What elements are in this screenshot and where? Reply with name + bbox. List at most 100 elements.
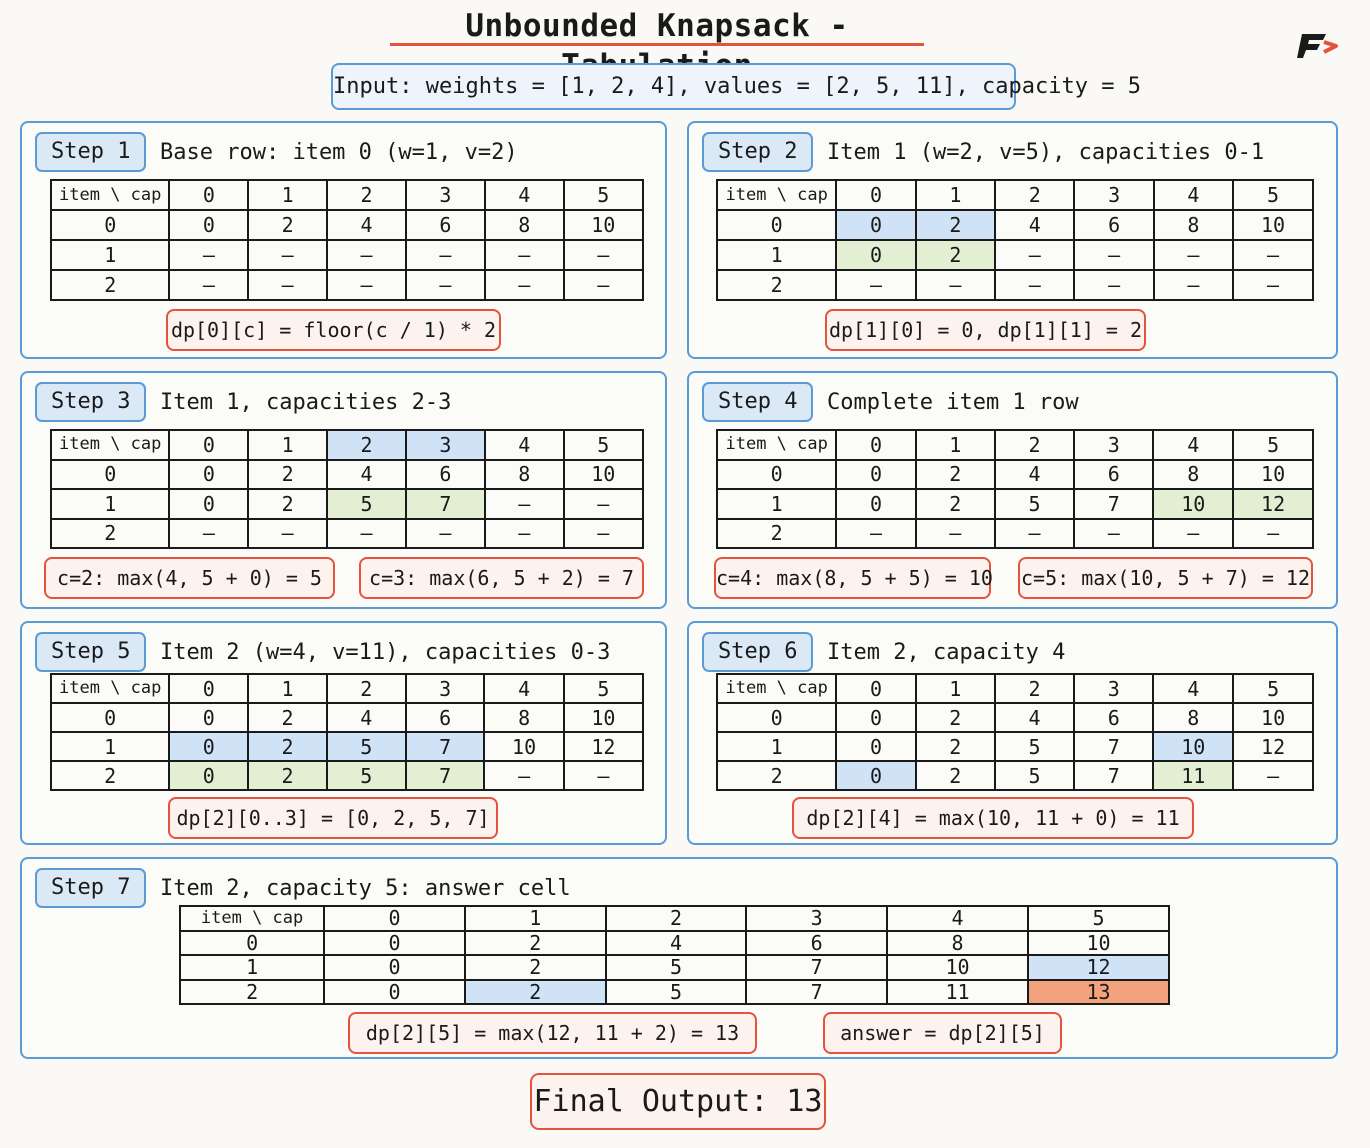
dp-cell: – <box>1073 517 1155 549</box>
dp-cell: – <box>562 488 645 520</box>
dp-cell: 5 <box>993 760 1076 791</box>
dp-cell: 0 <box>323 954 466 981</box>
dp-cell: 0 <box>835 488 917 520</box>
dp-cell: 4 <box>326 458 407 490</box>
header-cap-cell: 0 <box>168 179 250 211</box>
dp-cell: 4 <box>993 458 1076 490</box>
header-corner-cell: item \ cap <box>49 179 171 211</box>
dp-cell: 4 <box>994 209 1076 241</box>
step-title: Complete item 1 row <box>827 390 1079 415</box>
header-corner-cell: item \ cap <box>178 905 326 932</box>
dp-cell: – <box>562 269 645 301</box>
dp-table: item \ cap 0 1 2 3 4 5 0 0 2 4 6 8 10 1 0 2 5 7 10 12 2 0 2 5 7– – <box>49 673 645 791</box>
input-parameters: Input: weights = [1, 2, 4], values = [2,… <box>331 63 1141 110</box>
row-item-cell: 2 <box>715 269 838 301</box>
dp-cell: 8 <box>886 929 1029 956</box>
dp-cell: 4 <box>993 702 1076 733</box>
formula-note: c=2: max(4, 5 + 0) = 5 <box>44 557 335 599</box>
dp-cell: 2 <box>914 760 996 791</box>
formula-note: answer = dp[2][5] <box>823 1012 1062 1054</box>
dp-cell: – <box>835 269 917 301</box>
dp-cell: 8 <box>483 702 565 733</box>
dp-cell: 10 <box>1232 209 1314 241</box>
dp-cell: – <box>247 269 329 301</box>
dp-cell: – <box>1232 517 1314 549</box>
dp-cell: 7 <box>745 954 889 981</box>
dp-cell: 10 <box>1027 929 1170 956</box>
header-cap-cell: 2 <box>993 429 1076 461</box>
header-cap-cell: 4 <box>1152 179 1235 211</box>
table-row: 0 0 2 4 6 8 10 <box>715 209 1314 241</box>
header-cap-cell: 3 <box>1073 673 1155 704</box>
dp-cell: – <box>483 760 565 791</box>
table-row: 0 0 2 4 6 8 10 <box>715 458 1314 490</box>
dp-cell: 2 <box>247 702 328 733</box>
header-cap-cell: 3 <box>745 905 889 932</box>
step-badge: Step 4 <box>702 382 814 422</box>
dp-cell: 2 <box>247 760 328 791</box>
header-cap-cell: 5 <box>1232 179 1314 211</box>
dp-cell: 2 <box>247 458 329 490</box>
table-header-row: item \ cap 0 1 2 3 4 5 <box>715 429 1314 461</box>
table-row: 2– – – – – – <box>49 269 645 301</box>
step-panel-5: Step 5 Item 2 (w=4, v=11), capacities 0-3… <box>20 621 667 845</box>
dp-cell: 10 <box>562 458 645 490</box>
header-cap-cell: 1 <box>463 905 607 932</box>
dp-cell: – <box>483 269 565 301</box>
dp-cell: – <box>168 239 250 271</box>
dp-cell: 6 <box>1073 209 1155 241</box>
step-panel-6: Step 6 Item 2, capacity 4 item \ cap 0 1 2 3 4 5… <box>687 621 1338 845</box>
dp-cell: – <box>994 269 1076 301</box>
header-cap-cell: 2 <box>326 429 407 461</box>
row-item-cell: 1 <box>178 954 326 981</box>
table-row: 0 0 2 4 6 8 10 <box>49 458 645 490</box>
dp-cell: 12 <box>1232 731 1314 762</box>
step-badge: Step 2 <box>702 132 814 172</box>
header-cap-cell: 0 <box>168 429 250 461</box>
table-row: 2– – – – – – <box>49 517 645 549</box>
row-item-cell: 2 <box>715 517 838 549</box>
header-cap-cell: 0 <box>168 673 250 704</box>
formula-note: dp[2][0..3] = [0, 2, 5, 7] <box>168 797 498 839</box>
header-cap-cell: 1 <box>914 673 996 704</box>
dp-cell: 0 <box>323 929 466 956</box>
dp-cell: – <box>835 517 917 549</box>
row-item-cell: 0 <box>178 929 326 956</box>
dp-cell: 7 <box>1073 731 1155 762</box>
header-corner-cell: item \ cap <box>49 673 171 704</box>
dp-cell: – <box>562 239 645 271</box>
formula-note: dp[2][5] = max(12, 11 + 2) = 13 <box>348 1012 757 1054</box>
dp-cell: – <box>404 517 486 549</box>
table-row: 2 0 2 5 7– – <box>49 760 645 791</box>
dp-cell: – <box>326 517 407 549</box>
table-row: 0 0 2 4 6 8 10 <box>49 209 645 241</box>
row-item-cell: 2 <box>49 760 171 791</box>
dp-cell: 2 <box>247 488 329 520</box>
dp-cell: 10 <box>1152 488 1235 520</box>
dp-cell: 8 <box>483 458 565 490</box>
dp-cell: 5 <box>993 488 1076 520</box>
dp-cell: 0 <box>168 458 250 490</box>
header-cap-cell: 0 <box>835 429 917 461</box>
brand-logo-icon <box>1297 34 1338 58</box>
header-cap-cell: 0 <box>835 673 917 704</box>
dp-table: item \ cap 0 1 2 3 4 5 0 0 2 4 6 8 10 1 0 2 5 7 10 12 2– – – – – – <box>715 429 1314 549</box>
dp-cell: – <box>404 239 486 271</box>
step-panel-1: Step 1 Base row: item 0 (w=1, v=2) item \ … <box>20 121 667 359</box>
row-item-cell: 1 <box>49 239 171 271</box>
dp-cell: 5 <box>993 731 1076 762</box>
dp-cell: 6 <box>745 929 889 956</box>
dp-cell: 7 <box>404 760 486 791</box>
dp-table: item \ cap 0 1 2 3 4 5 0 0 2 4 6 8 10 1 0 2– – – –2– – – – – – <box>715 179 1314 301</box>
header-cap-cell: 2 <box>326 179 407 211</box>
dp-cell: – <box>914 517 996 549</box>
table-row: 2 0 2 5 7 11– <box>715 760 1314 791</box>
dp-cell: – <box>562 517 645 549</box>
table-row: 1 0 2– – – – <box>715 239 1314 271</box>
formula-note: dp[1][0] = 0, dp[1][1] = 2 <box>825 309 1146 351</box>
dp-cell: 0 <box>835 239 917 271</box>
header-cap-cell: 4 <box>483 429 565 461</box>
row-item-cell: 0 <box>715 702 838 733</box>
table-row: 0 0 2 4 6 8 10 <box>178 929 1170 956</box>
header-cap-cell: 1 <box>247 179 329 211</box>
